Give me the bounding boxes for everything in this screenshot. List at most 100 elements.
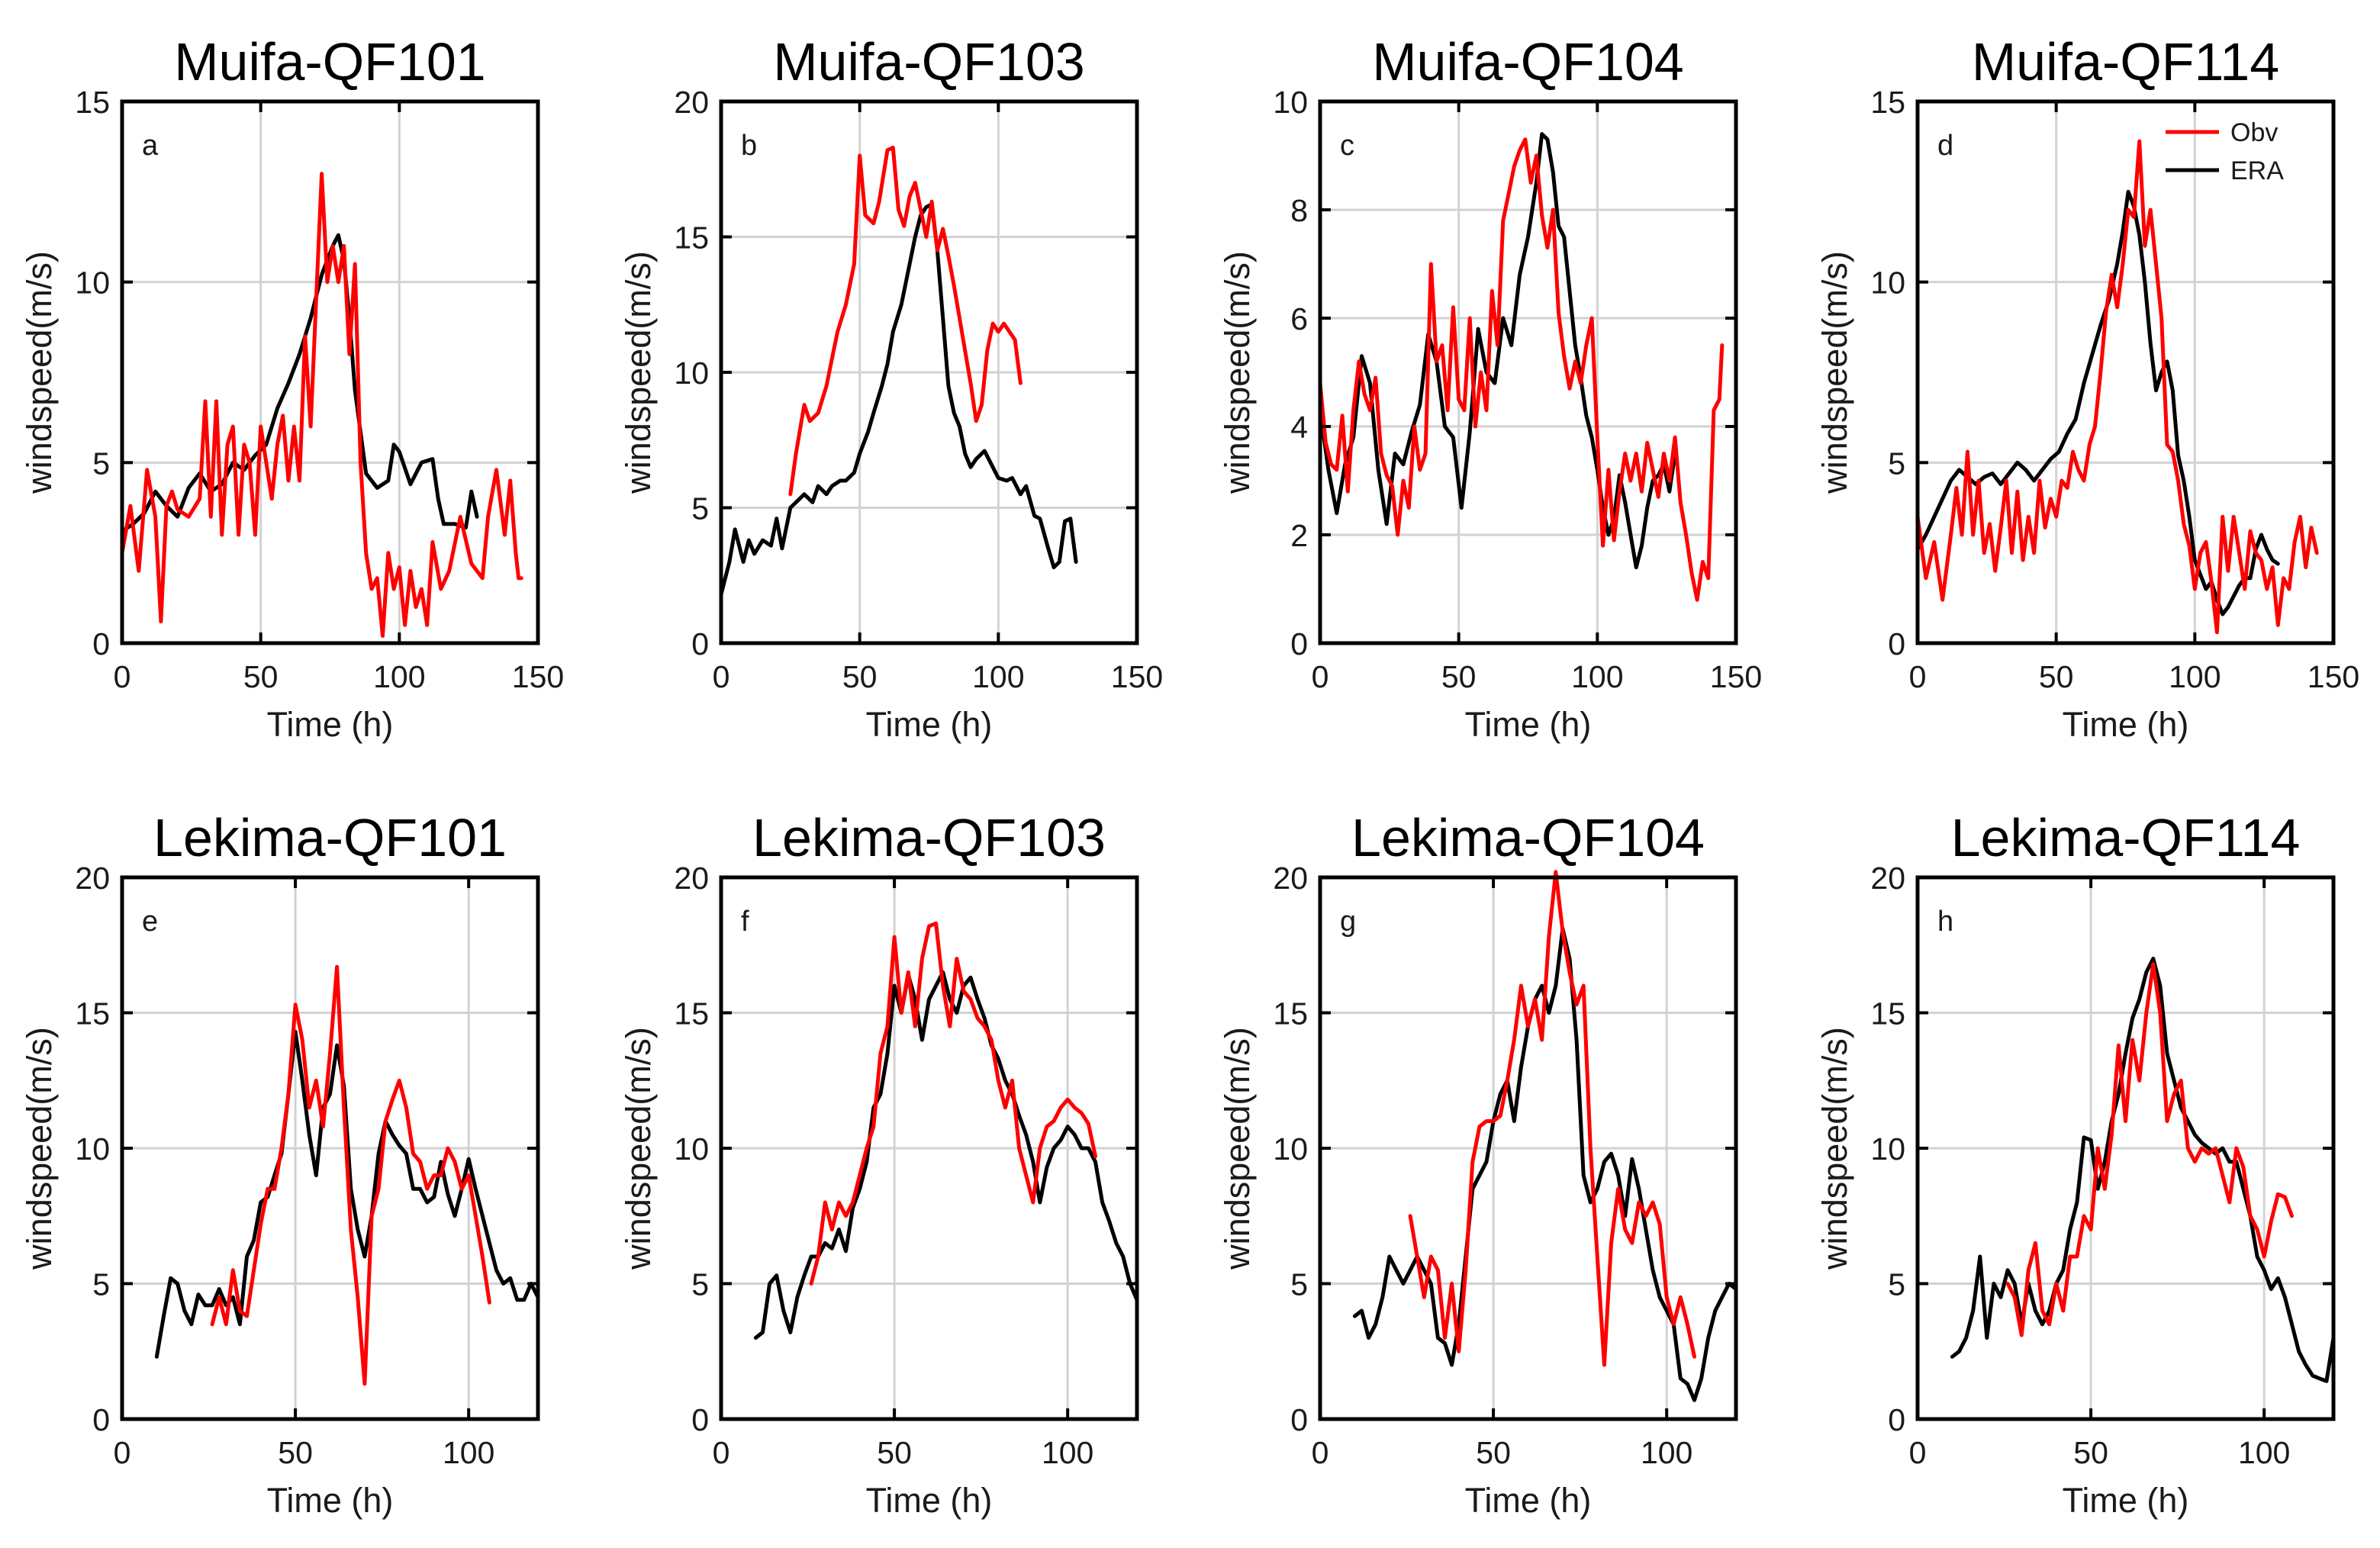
y-tick-label: 5: [1290, 1267, 1308, 1302]
x-axis-label: Time (h): [1465, 705, 1592, 744]
chart-title: Lekima-QF101: [153, 808, 507, 867]
chart-title: Muifa-QF103: [773, 32, 1084, 92]
panel-g: 0 50 100 0 5 10 15 20 Lekima-QF104 g Time (h) winds…: [1218, 808, 1738, 1520]
x-tick-label: 100: [443, 1435, 494, 1470]
y-tick-label: 5: [691, 491, 709, 526]
axes-frame: [120, 99, 540, 645]
series-line-obv: [1318, 137, 1725, 602]
x-tick-label: 0: [1909, 1435, 1927, 1470]
legend-label-era: ERA: [2230, 156, 2284, 185]
y-tick-label: 5: [1888, 446, 1905, 481]
y-tick-label: 10: [674, 1131, 709, 1167]
y-tick-label: 5: [92, 446, 110, 481]
y-tick-label: 5: [691, 1267, 709, 1302]
x-axis-label: Time (h): [2063, 705, 2189, 744]
panel-d: 0 50 100 150 0 5 10 15 Muifa-QF114 d Time (h) winds…: [1815, 32, 2359, 744]
y-tick-label: 10: [75, 266, 110, 301]
x-tick-label: 100: [2169, 659, 2221, 694]
x-axis-label: Time (h): [1465, 1481, 1592, 1520]
y-tick-label: 8: [1290, 193, 1308, 228]
panel-label: f: [741, 906, 749, 938]
x-tick-label: 150: [1111, 659, 1163, 694]
y-tick-label: 15: [75, 85, 110, 120]
x-tick-label: 50: [1476, 1435, 1511, 1470]
axes-frame: [1318, 99, 1738, 645]
y-tick-label: 10: [75, 1131, 110, 1167]
series-line-era: [719, 202, 1078, 597]
x-axis-label: Time (h): [866, 1481, 993, 1520]
y-tick-label: 4: [1290, 410, 1308, 445]
y-tick-label: 15: [674, 220, 709, 256]
panel-h: 0 50 100 0 5 10 15 20 Lekima-QF114 h Time (h) winds…: [1815, 808, 2336, 1520]
plot-area: [1320, 101, 1736, 643]
y-tick-label: 0: [1290, 1402, 1308, 1437]
panel-b: 0 50 100 150 0 5 10 15 20 Muifa-QF103 b Time (h) win…: [619, 32, 1163, 744]
y-tick-label: 15: [1870, 85, 1905, 120]
y-tick-label: 20: [1870, 861, 1905, 896]
x-tick-label: 50: [1441, 659, 1477, 694]
series-line-era: [1950, 957, 2336, 1383]
plot-area: [1918, 101, 2333, 643]
y-tick-label: 15: [75, 996, 110, 1031]
y-tick-label: 15: [674, 996, 709, 1031]
series-line-obv: [2005, 962, 2294, 1337]
chart-title: Muifa-QF104: [1372, 32, 1683, 92]
y-tick-label: 20: [75, 861, 110, 896]
y-tick-label: 20: [1273, 861, 1308, 896]
panel-label: g: [1340, 906, 1356, 938]
y-axis-label: windspeed(m/s): [1815, 1027, 1854, 1270]
y-tick-label: 0: [1888, 1402, 1905, 1437]
y-axis-label: windspeed(m/s): [20, 1027, 59, 1270]
y-tick-label: 10: [1870, 1131, 1905, 1167]
x-tick-label: 50: [2039, 659, 2074, 694]
x-tick-label: 50: [842, 659, 878, 694]
y-tick-label: 15: [1273, 996, 1308, 1031]
y-tick-label: 10: [1273, 85, 1308, 120]
x-tick-label: 100: [2238, 1435, 2290, 1470]
chart-title: Lekima-QF114: [1951, 808, 2301, 867]
legend: Obv ERA: [2166, 118, 2284, 185]
chart-title: Lekima-QF104: [1351, 808, 1705, 867]
x-tick-label: 0: [1312, 1435, 1329, 1470]
x-tick-label: 0: [114, 1435, 131, 1470]
x-tick-label: 100: [1571, 659, 1623, 694]
x-tick-label: 150: [512, 659, 564, 694]
legend-label-obv: Obv: [2230, 118, 2278, 147]
x-tick-label: 100: [1641, 1435, 1692, 1470]
x-tick-label: 0: [1909, 659, 1927, 694]
panel-label: c: [1340, 130, 1354, 162]
x-tick-label: 0: [1312, 659, 1329, 694]
y-axis-label: windspeed(m/s): [20, 251, 59, 494]
x-tick-label: 0: [114, 659, 131, 694]
x-tick-label: 50: [2073, 1435, 2108, 1470]
y-axis-label: windspeed(m/s): [1218, 1027, 1257, 1270]
panel-label: h: [1937, 906, 1953, 938]
panel-label: d: [1937, 130, 1953, 162]
x-tick-label: 100: [373, 659, 425, 694]
x-tick-label: 150: [2308, 659, 2359, 694]
x-tick-label: 0: [713, 659, 730, 694]
series-line-obv: [809, 921, 1097, 1286]
x-tick-label: 100: [1042, 1435, 1093, 1470]
y-tick-label: 0: [1888, 626, 1905, 661]
panel-label: e: [142, 906, 158, 938]
y-tick-label: 0: [92, 1402, 110, 1437]
series-line-era: [1915, 189, 2280, 616]
axes-frame: [1915, 99, 2336, 645]
panel-f: 0 50 100 0 5 10 15 20 Lekima-QF103 f Time (h) winds…: [619, 808, 1139, 1520]
y-tick-label: 0: [691, 626, 709, 661]
y-tick-label: 0: [92, 626, 110, 661]
y-tick-label: 10: [1273, 1131, 1308, 1167]
y-axis-label: windspeed(m/s): [619, 1027, 658, 1270]
x-tick-label: 150: [1710, 659, 1762, 694]
y-tick-label: 6: [1290, 301, 1308, 336]
series-line-obv: [120, 172, 523, 638]
panel-a: 0 50 100 150 0 5 10 15 Muifa-QF101 a Time (h) winds…: [20, 32, 564, 744]
y-tick-label: 2: [1290, 518, 1308, 553]
y-axis-label: windspeed(m/s): [1815, 251, 1854, 494]
panel-label: b: [741, 130, 757, 162]
x-axis-label: Time (h): [267, 705, 394, 744]
plot-area: [122, 101, 538, 643]
y-axis-label: windspeed(m/s): [619, 251, 658, 494]
